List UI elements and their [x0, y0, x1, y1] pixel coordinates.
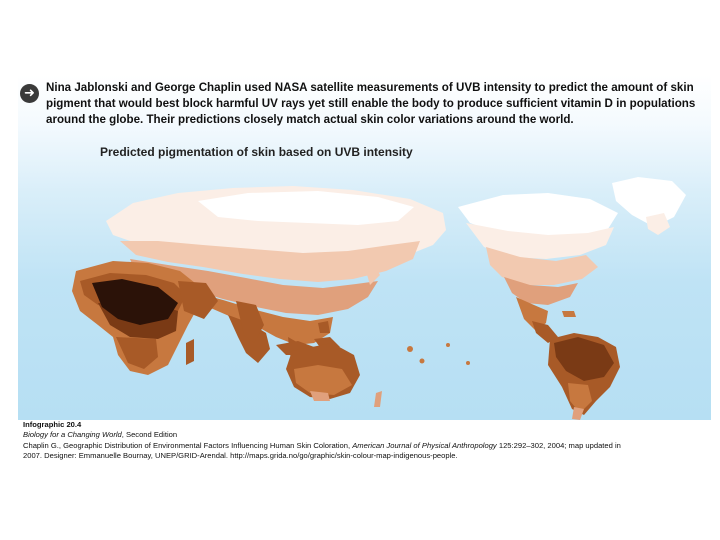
caption-citation-line-1: Chaplin G., Geographic Distribution of E… [23, 440, 621, 450]
eurasia [106, 186, 446, 367]
caption-book-line: Biology for a Changing World, Second Edi… [23, 430, 178, 440]
intro-text: Nina Jablonski and George Chaplin used N… [46, 81, 696, 126]
caption-citation-line-2: 2007. Designer: Emmanuelle Bournay, UNEP… [23, 451, 458, 461]
map-title: Predicted pigmentation of skin based on … [100, 145, 413, 159]
south-america [548, 333, 620, 420]
australia [286, 343, 382, 407]
infographic: ➜ Nina Jablonski and George Chaplin used… [18, 75, 711, 473]
arrow-right-icon: ➜ [20, 84, 39, 103]
caption: Infographic 20.4 Biology for a Changing … [23, 420, 711, 462]
greenland [612, 177, 686, 235]
caption-label: Infographic 20.4 [23, 420, 82, 429]
africa [72, 261, 200, 375]
north-america [458, 193, 618, 343]
south-asia [178, 281, 264, 343]
world-pigmentation-map [72, 177, 686, 420]
pacific-islands [407, 343, 470, 365]
